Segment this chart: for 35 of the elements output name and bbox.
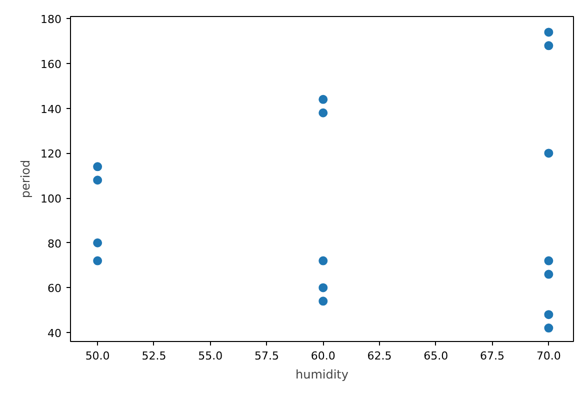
point bbox=[544, 324, 554, 333]
y-tick-label: 80 bbox=[48, 237, 62, 250]
x-tick-label: 70.0 bbox=[536, 350, 561, 362]
x-tick-label: 57.5 bbox=[254, 350, 279, 362]
y-tick-label: 160 bbox=[40, 58, 62, 72]
point bbox=[544, 270, 554, 279]
x-tick-label: 67.5 bbox=[480, 350, 505, 362]
point bbox=[318, 296, 328, 306]
point bbox=[318, 108, 328, 118]
point bbox=[544, 28, 554, 37]
y-tick-label: 120 bbox=[40, 148, 62, 161]
x-tick-label: 62.5 bbox=[367, 350, 392, 362]
x-tick-label: 55.0 bbox=[198, 350, 223, 362]
y-tick-label: 140 bbox=[40, 102, 62, 116]
point bbox=[93, 176, 102, 185]
x-tick-label: 50.0 bbox=[85, 350, 110, 362]
y-tick-label: 60 bbox=[48, 282, 62, 296]
point bbox=[544, 41, 554, 50]
point bbox=[318, 283, 328, 292]
x-tick-label: 65.0 bbox=[424, 350, 448, 362]
x-axis-title: humidity bbox=[296, 368, 349, 382]
y-tick-label: 180 bbox=[40, 13, 62, 26]
x-tick-label: 60.0 bbox=[310, 350, 336, 362]
point bbox=[318, 256, 328, 266]
point bbox=[318, 94, 328, 104]
point bbox=[544, 256, 554, 266]
point bbox=[93, 256, 102, 266]
point bbox=[544, 310, 554, 320]
point bbox=[93, 238, 102, 248]
point bbox=[93, 162, 102, 172]
x-tick-label: 52.5 bbox=[142, 350, 166, 362]
point bbox=[544, 148, 554, 158]
y-tick-label: 100 bbox=[40, 192, 62, 206]
y-tick-label: 40 bbox=[48, 327, 62, 340]
y-axis-title: period bbox=[18, 160, 33, 198]
